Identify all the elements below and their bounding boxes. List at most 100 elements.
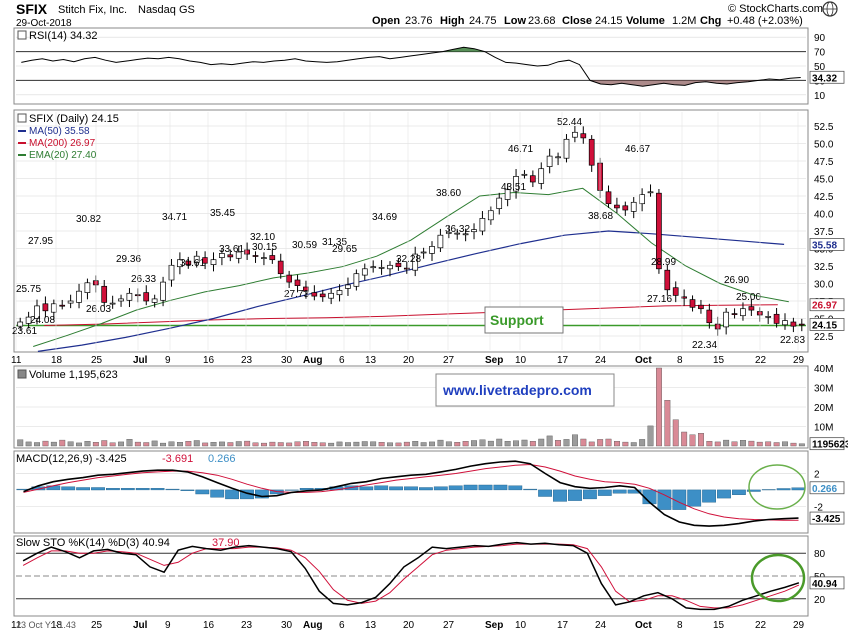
macd-histogram-bar (553, 489, 567, 502)
volume-legend: Volume 1,195,623 (17, 369, 118, 381)
volume-bar (630, 442, 637, 447)
volume-bar (345, 442, 351, 447)
ma50-legend: MA(50) 35.58 (29, 126, 90, 137)
candle-body (76, 290, 82, 303)
volume-bar (798, 443, 805, 447)
candle-body (269, 255, 276, 261)
price-label: 28.99 (651, 257, 676, 268)
chg-value: +0.48 (+2.03%) (727, 15, 803, 27)
sto-footer-note: 23 Oct Y: -1.43 (16, 620, 76, 630)
volume-bar (462, 441, 469, 447)
volume-bar (538, 438, 545, 447)
candle-body (487, 210, 494, 221)
macd-last-value-box (809, 511, 845, 525)
candle-body (672, 287, 679, 296)
candle-body (790, 321, 797, 327)
candle-body (143, 292, 150, 302)
volume-bar (50, 441, 57, 447)
candle-body (101, 285, 108, 303)
volume-bar (168, 441, 175, 447)
x-tick-label-bottom: 16 (203, 620, 215, 630)
macd-histogram-bar (493, 484, 508, 491)
macd-histogram-bar (478, 484, 493, 491)
volume-bar (370, 441, 377, 447)
macd-tick-label: -2 (814, 502, 823, 513)
exchange-name: Nasdaq GS (138, 4, 195, 16)
candle-body (588, 138, 595, 166)
volume-bar (546, 435, 553, 447)
x-tick-label-bottom: Oct (635, 620, 652, 630)
price-tick-label: 22.5 (814, 332, 834, 343)
volume-bar (756, 441, 763, 447)
macd-histogram-bar (448, 485, 463, 491)
volume-bar (160, 442, 167, 447)
price-label: 33.61 (219, 244, 244, 255)
rsi-oversold-fill (21, 80, 801, 87)
sto-tick-label: 20 (814, 595, 826, 606)
x-tick-label: 29 (793, 355, 805, 366)
candle-body (126, 292, 133, 301)
macd-histogram-bar (419, 487, 433, 491)
candle-body (538, 168, 545, 184)
price-tick-label: 42.5 (814, 192, 834, 203)
ma200-last-value: 26.97 (812, 301, 837, 312)
price-label: 22.83 (780, 335, 805, 346)
price-label: 26.03 (86, 304, 111, 315)
sto-legend-main: Slow STO %K(14) %D(3) 40.94 (16, 537, 170, 549)
volume-bar (269, 441, 276, 447)
volume-last-value-box (809, 437, 845, 451)
candle-body (403, 267, 410, 270)
price-label: 52.44 (557, 117, 582, 128)
price-label: 31.61 (180, 258, 205, 269)
volume-bar (151, 440, 158, 447)
price-label: 32.10 (250, 232, 275, 243)
price-label: 38.60 (436, 188, 461, 199)
macd-histogram-bar (195, 489, 210, 495)
volume-bar (193, 440, 200, 447)
candle-body (261, 257, 267, 259)
close-label: Close (562, 15, 592, 27)
x-tick-label-bottom: Sep (485, 620, 503, 630)
volume-legend-label: Volume 1,195,623 (29, 369, 118, 381)
candle-body (59, 304, 66, 307)
macd-histogram-bar (508, 485, 523, 491)
macd-hist-last-value: 0.266 (812, 484, 837, 495)
volume-bar (504, 441, 511, 447)
x-tick-label-bottom: 17 (557, 620, 569, 630)
ma50-last-value-box (809, 238, 845, 251)
candle-body (773, 313, 780, 324)
macd-histogram-bar (672, 489, 687, 510)
price-label: 27.95 (28, 236, 53, 247)
candle-body (319, 293, 326, 298)
support-label: Support (490, 312, 544, 328)
macd-legend-main: MACD(12,26,9) -3.425 (16, 453, 127, 465)
volume-bar (378, 442, 385, 447)
volume-bar (429, 441, 435, 447)
x-tick-label-bottom: 13 (365, 620, 377, 630)
candle-body (25, 316, 32, 324)
price-label: 26.33 (131, 274, 156, 285)
volume-bar (580, 438, 587, 447)
candle-body (370, 266, 377, 269)
candle-body (479, 218, 486, 232)
sto-d-line (22, 543, 800, 609)
candle-body (244, 249, 250, 255)
macd-histogram-bar (76, 487, 91, 491)
volume-bar (294, 441, 301, 447)
candle-body (445, 232, 452, 234)
volume-bar (605, 438, 612, 447)
price-tick-label: 30.0 (814, 280, 834, 291)
volume-bar (731, 441, 738, 447)
volume-bar (706, 441, 713, 447)
quote-bar: Open 23.76 High 24.75 Low 23.68 Close 24… (372, 15, 803, 27)
volume-bar (176, 442, 183, 447)
macd-histogram-bar (776, 488, 791, 491)
candle-body (168, 264, 175, 281)
candle-body (286, 274, 292, 283)
macd-histogram-bar (105, 488, 120, 491)
candle-body (294, 279, 301, 286)
price-label: 35.45 (210, 208, 235, 219)
candle-body (706, 309, 713, 324)
watermark-label: www.livetradepro.com (442, 382, 592, 398)
chg-label: Chg (700, 15, 721, 27)
